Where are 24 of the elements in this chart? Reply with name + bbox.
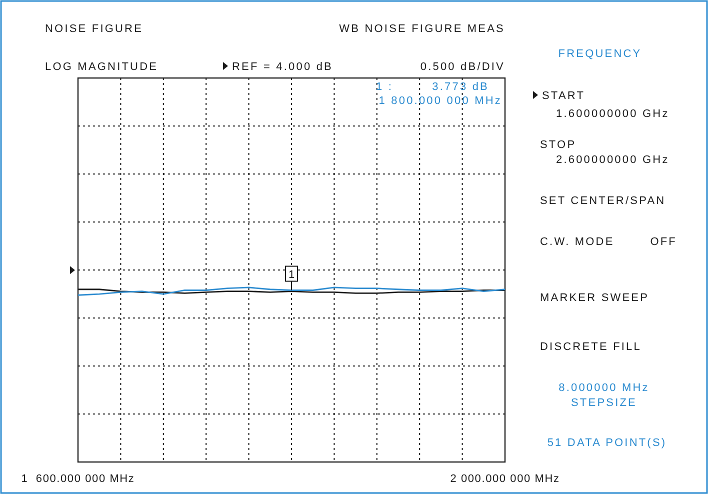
annotation: 1 <box>288 269 295 282</box>
chart-title: NOISE FIGURE <box>45 23 144 35</box>
text: MARKER SWEEP <box>540 292 650 304</box>
text: 1 800.000 000 MHz <box>378 95 502 107</box>
text: STOP <box>540 139 576 151</box>
text: LOG MAGNITUDE <box>45 61 158 73</box>
text: 2.600000000 GHz <box>556 154 670 166</box>
text: 8.000000 MHz <box>558 382 650 394</box>
text: SET CENTER/SPAN <box>540 195 666 207</box>
text: OFF <box>650 236 677 248</box>
text: 3.773 dB <box>432 81 489 93</box>
x-tick-label: 2 000.000 000 MHz <box>450 473 560 485</box>
x-tick-label: 1 600.000 000 MHz <box>21 473 135 485</box>
text: FREQUENCY <box>558 48 642 60</box>
text: 51 DATA POINT(S) <box>547 437 667 449</box>
text: 1 : <box>376 81 394 93</box>
chart-subtitle: WB NOISE FIGURE MEAS <box>339 23 505 35</box>
text: 0.500 dB/DIV <box>420 61 505 73</box>
text: STEPSIZE <box>571 397 637 409</box>
text: C.W. MODE <box>540 236 614 248</box>
text: REF = 4.000 dB <box>232 61 333 73</box>
text: DISCRETE FILL <box>540 341 642 353</box>
text: START <box>542 90 586 102</box>
text: 1.600000000 GHz <box>556 108 670 120</box>
